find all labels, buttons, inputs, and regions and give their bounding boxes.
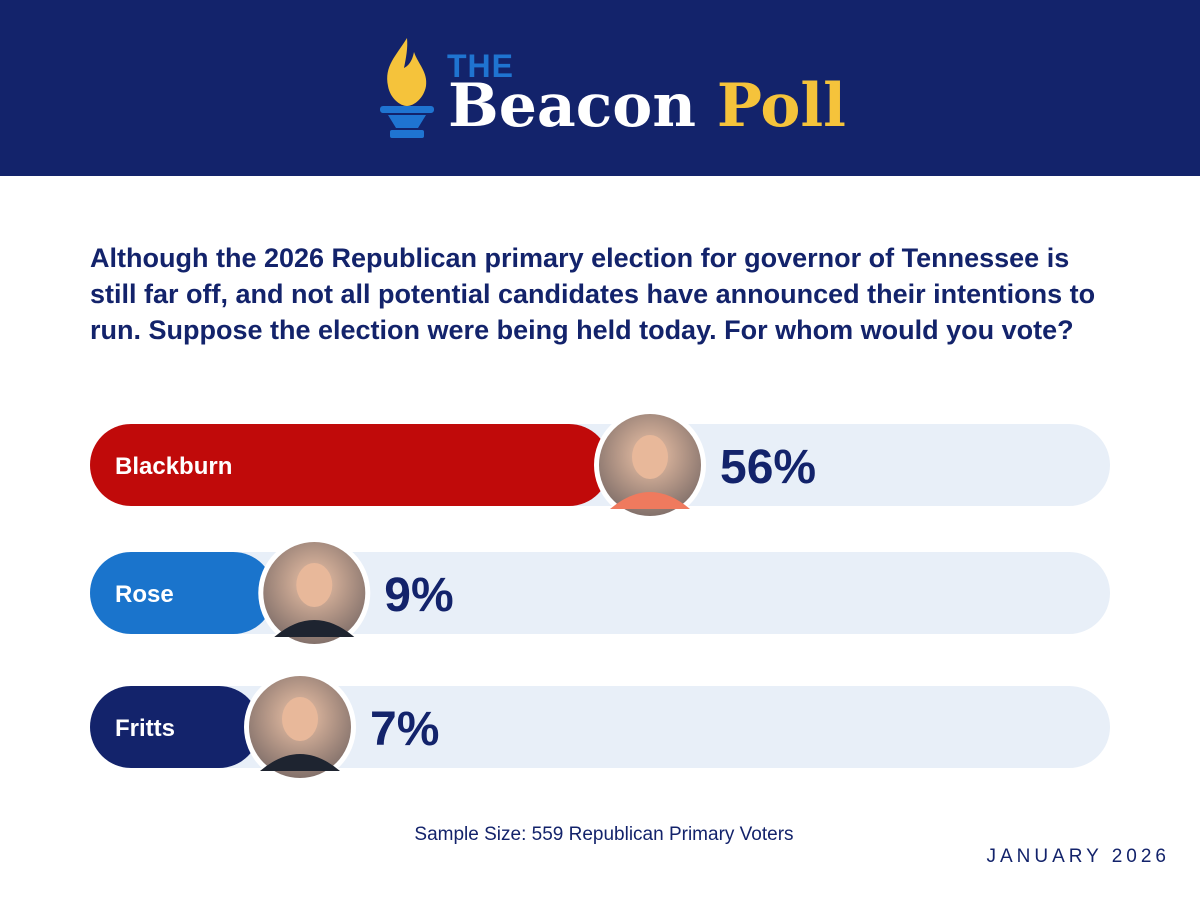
torch-icon (380, 38, 434, 138)
poll-date: JANUARY 2026 (986, 846, 1170, 867)
bar-fritts (90, 686, 260, 768)
sample-size: Sample Size: 559 Republican Primary Vote… (414, 824, 794, 845)
logo-beacon: Beacon (448, 71, 696, 141)
bar-label-fritts: Fritts (115, 715, 175, 742)
bar-rose (90, 552, 275, 634)
chart-title: Although the 2026 Republican primary ele… (90, 243, 1096, 345)
bar-value-rose: 9% (384, 569, 453, 622)
bar-value-blackburn: 56% (720, 441, 816, 494)
bar-row-rose: Rose 9% (90, 537, 1110, 649)
candidate-photo-fritts (244, 671, 356, 783)
logo-the: THE (447, 48, 514, 84)
candidate-photo-rose (258, 537, 371, 649)
bar-label-blackburn: Blackburn (115, 453, 232, 480)
logo-wordmark: Beacon Poll (448, 76, 846, 136)
bar-row-blackburn: Blackburn 56% (90, 409, 1110, 521)
bar-value-fritts: 7% (370, 703, 439, 756)
bar-label-rose: Rose (115, 581, 174, 608)
candidate-photo-blackburn (594, 409, 706, 521)
bar-row-fritts: Fritts 7% (90, 671, 1110, 783)
bar-blackburn (90, 424, 610, 506)
header-banner: THE Beacon Poll (0, 0, 1200, 176)
logo-poll: Poll (716, 71, 846, 141)
